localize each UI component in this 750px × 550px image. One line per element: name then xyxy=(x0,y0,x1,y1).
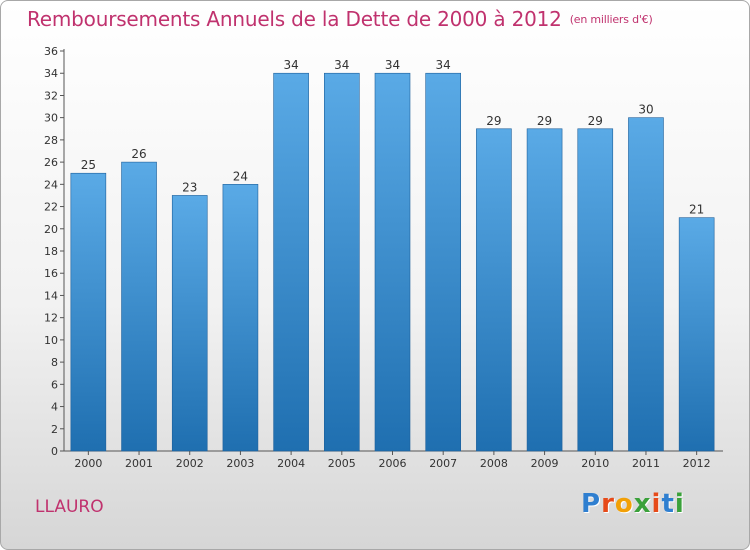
x-tick-label: 2002 xyxy=(176,457,204,470)
proxiti-logo: Proxiti xyxy=(581,489,685,519)
bar xyxy=(70,172,107,452)
logo-letter: r xyxy=(601,489,615,519)
logo-letter: P xyxy=(581,489,602,519)
x-tick-label: 2001 xyxy=(125,457,153,470)
bar-value-label: 34 xyxy=(436,58,451,72)
y-tick-label: 30 xyxy=(44,112,58,125)
bar xyxy=(577,128,614,452)
y-tick-label: 6 xyxy=(51,378,58,391)
logo-letter: t xyxy=(661,489,675,519)
chart-unit: (en milliers d'€) xyxy=(569,13,653,26)
bar-value-label: 34 xyxy=(385,58,400,72)
x-tick-label: 2005 xyxy=(328,457,356,470)
logo-letter: o xyxy=(614,489,634,519)
bar xyxy=(628,117,664,452)
x-tick-label: 2004 xyxy=(277,457,305,470)
bar xyxy=(374,72,411,452)
y-tick-label: 36 xyxy=(44,45,58,58)
bar xyxy=(222,184,259,452)
chart-title-text: Remboursements Annuels de la Dette de 20… xyxy=(27,7,562,31)
bar-value-label: 21 xyxy=(689,203,704,217)
bar xyxy=(526,128,563,452)
y-tick-label: 16 xyxy=(44,267,58,280)
x-tick-label: 2011 xyxy=(632,457,660,470)
commune-name: LLAURO xyxy=(35,497,104,517)
x-tick-label: 2008 xyxy=(480,457,508,470)
x-tick-label: 2000 xyxy=(74,457,102,470)
bar-value-label: 26 xyxy=(131,147,146,161)
y-tick-label: 22 xyxy=(44,201,58,214)
bar-value-label: 34 xyxy=(283,58,298,72)
x-tick-label: 2009 xyxy=(531,457,559,470)
bar xyxy=(324,72,360,452)
y-tick-label: 0 xyxy=(51,445,58,458)
y-tick-label: 12 xyxy=(44,312,58,325)
bar-value-label: 29 xyxy=(588,114,603,128)
x-tick-label: 2003 xyxy=(226,457,254,470)
bar xyxy=(273,72,309,452)
bar xyxy=(171,195,208,452)
y-tick-label: 18 xyxy=(44,245,58,258)
x-tick-label: 2010 xyxy=(581,457,609,470)
bar xyxy=(121,161,157,452)
y-tick-label: 4 xyxy=(51,401,58,414)
bar xyxy=(425,72,461,452)
y-tick-label: 24 xyxy=(44,178,58,191)
bar xyxy=(476,128,512,452)
x-tick-label: 2012 xyxy=(683,457,711,470)
logo-letter: i xyxy=(651,489,662,519)
y-tick-label: 26 xyxy=(44,156,58,169)
y-tick-label: 2 xyxy=(51,423,58,436)
bar-value-label: 24 xyxy=(233,169,248,183)
y-tick-label: 20 xyxy=(44,223,58,236)
bar xyxy=(678,217,715,452)
x-tick-label: 2006 xyxy=(379,457,407,470)
y-tick-label: 14 xyxy=(44,289,58,302)
bar-value-label: 29 xyxy=(537,114,552,128)
y-tick-label: 8 xyxy=(51,356,58,369)
y-tick-label: 10 xyxy=(44,334,58,347)
chart-title: Remboursements Annuels de la Dette de 20… xyxy=(27,7,653,31)
y-tick-label: 28 xyxy=(44,134,58,147)
bar-value-label: 30 xyxy=(638,103,653,117)
logo-letter: x xyxy=(633,489,652,519)
y-tick-label: 34 xyxy=(44,67,58,80)
bar-value-label: 25 xyxy=(81,158,96,172)
bar-value-label: 34 xyxy=(334,58,349,72)
logo-letter: i xyxy=(674,489,685,519)
bar-value-label: 29 xyxy=(486,114,501,128)
bar-value-label: 23 xyxy=(182,180,197,194)
y-tick-label: 32 xyxy=(44,89,58,102)
x-tick-label: 2007 xyxy=(429,457,457,470)
